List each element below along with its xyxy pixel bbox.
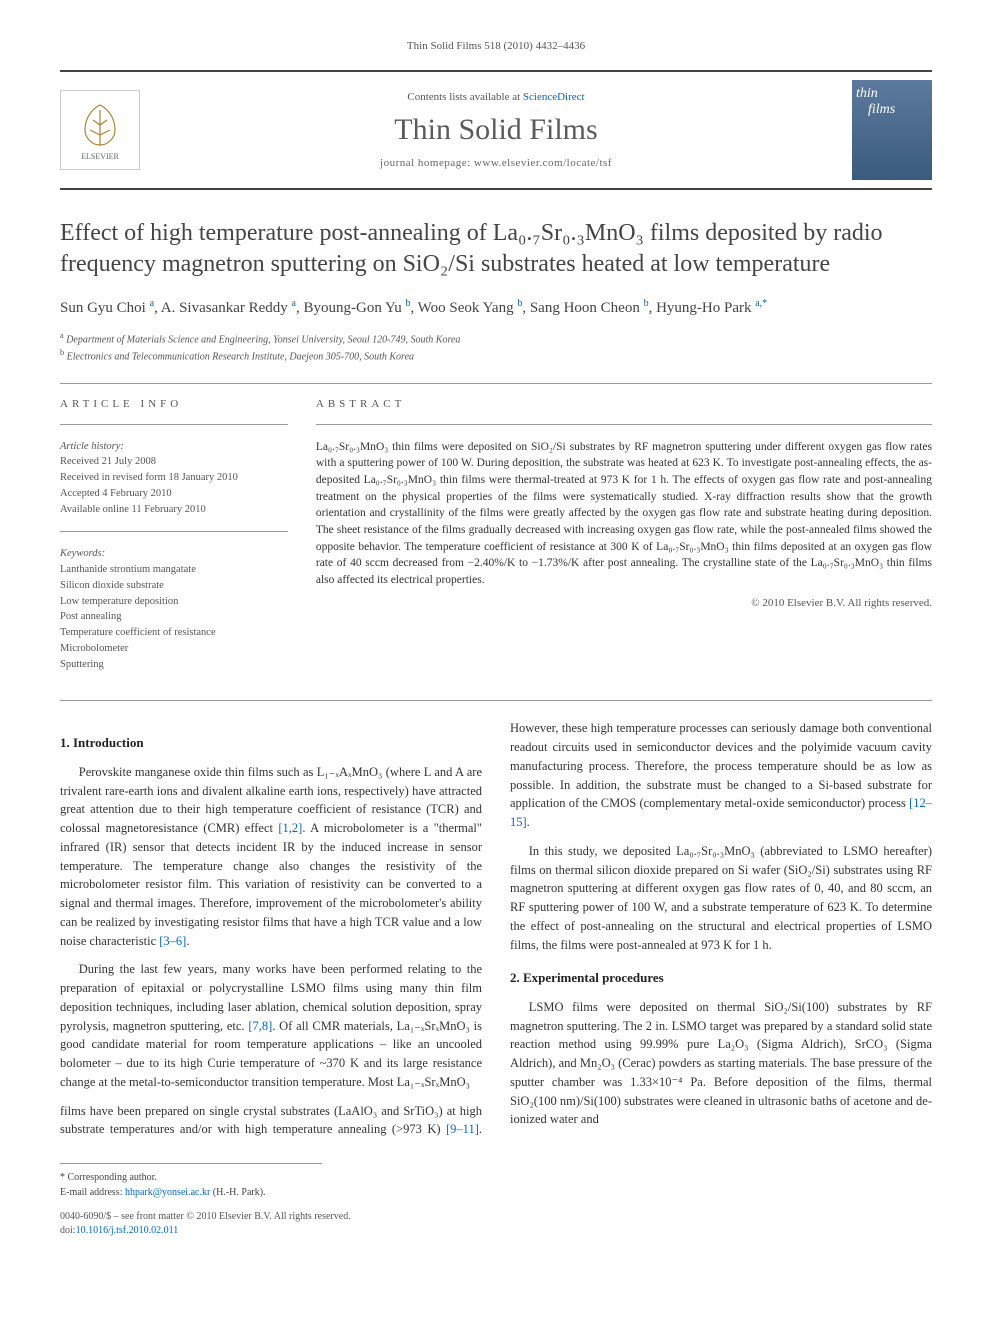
divider: [60, 531, 288, 532]
affil-text: Electronics and Telecommunication Resear…: [67, 352, 414, 363]
keyword: Lanthanide strontium mangatate: [60, 562, 288, 578]
corr-email-link[interactable]: hhpark@yonsei.ac.kr: [125, 1187, 210, 1198]
keywords-block: Keywords: Lanthanide strontium mangatate…: [60, 546, 288, 672]
footer-meta: 0040-6090/$ – see front matter © 2010 El…: [60, 1210, 932, 1238]
email-label: E-mail address:: [60, 1187, 125, 1198]
publisher-logo: ELSEVIER: [60, 90, 140, 170]
abstract-copyright: © 2010 Elsevier B.V. All rights reserved…: [316, 597, 932, 609]
abstract-text: La₀.₇Sr₀.₃MnO₃ thin films were deposited…: [316, 439, 932, 589]
journal-name: Thin Solid Films: [140, 113, 852, 147]
cover-word-1: thin: [856, 86, 928, 102]
citation-link[interactable]: [3–6]: [159, 934, 186, 948]
doi-link[interactable]: 10.1016/j.tsf.2010.02.011: [76, 1225, 179, 1236]
history-line: Received in revised form 18 January 2010: [60, 472, 238, 483]
history-line: Received 21 July 2008: [60, 456, 156, 467]
elsevier-tree-icon: [75, 100, 125, 150]
keyword: Sputtering: [60, 657, 288, 673]
body-paragraph: Perovskite manganese oxide thin films su…: [60, 763, 482, 951]
body-paragraph: In this study, we deposited La₀.₇Sr₀.₃Mn…: [510, 842, 932, 955]
keyword: Silicon dioxide substrate: [60, 578, 288, 594]
affiliations: a Department of Materials Science and En…: [60, 330, 932, 365]
corr-label: * Corresponding author.: [60, 1172, 157, 1183]
affil-mark: a: [60, 331, 64, 340]
doi-prefix: doi:: [60, 1225, 76, 1236]
keyword: Microbolometer: [60, 641, 288, 657]
article-history: Article history: Received 21 July 2008 R…: [60, 439, 288, 518]
cover-word-2: films: [868, 102, 928, 118]
divider: [60, 700, 932, 701]
body-paragraph: LSMO films were deposited on thermal SiO…: [510, 998, 932, 1129]
abstract-head: ABSTRACT: [316, 398, 932, 410]
affiliation-b: b Electronics and Telecommunication Rese…: [60, 347, 932, 364]
history-label: Article history:: [60, 441, 124, 452]
affiliation-a: a Department of Materials Science and En…: [60, 330, 932, 347]
author-list: Sun Gyu Choi a, A. Sivasankar Reddy a, B…: [60, 296, 932, 320]
citation-link[interactable]: [7,8]: [248, 1019, 272, 1033]
contents-list-line: Contents lists available at ScienceDirec…: [140, 91, 852, 103]
corresponding-author: * Corresponding author. E-mail address: …: [60, 1170, 932, 1200]
affil-mark: b: [60, 348, 64, 357]
email-tail: (H.-H. Park).: [210, 1187, 265, 1198]
sciencedirect-link[interactable]: ScienceDirect: [523, 91, 585, 103]
history-line: Available online 11 February 2010: [60, 504, 206, 515]
divider: [60, 383, 932, 384]
divider: [60, 424, 288, 425]
section-heading-experimental: 2. Experimental procedures: [510, 968, 932, 988]
running-head: Thin Solid Films 518 (2010) 4432–4436: [60, 40, 932, 52]
divider: [316, 424, 932, 425]
contents-prefix: Contents lists available at: [407, 91, 522, 103]
journal-homepage: journal homepage: www.elsevier.com/locat…: [140, 157, 852, 169]
article-info-head: ARTICLE INFO: [60, 398, 288, 410]
body-paragraph: During the last few years, many works ha…: [60, 960, 482, 1091]
journal-cover-thumb: thin films: [852, 80, 932, 180]
citation-link[interactable]: [1,2]: [278, 821, 302, 835]
keyword: Low temperature deposition: [60, 594, 288, 610]
keywords-label: Keywords:: [60, 548, 105, 559]
affil-text: Department of Materials Science and Engi…: [66, 334, 460, 345]
article-title: Effect of high temperature post-annealin…: [60, 218, 932, 280]
citation-link[interactable]: [9–11]: [446, 1122, 479, 1136]
issn-line: 0040-6090/$ – see front matter © 2010 El…: [60, 1211, 351, 1222]
history-line: Accepted 4 February 2010: [60, 488, 172, 499]
article-body: 1. Introduction Perovskite manganese oxi…: [60, 719, 932, 1139]
section-heading-intro: 1. Introduction: [60, 733, 482, 753]
publisher-name: ELSEVIER: [81, 152, 119, 161]
keyword: Temperature coefficient of resistance: [60, 625, 288, 641]
footnote-rule: [60, 1163, 322, 1164]
citation-link[interactable]: [12–15]: [510, 796, 932, 829]
keyword: Post annealing: [60, 609, 288, 625]
journal-masthead: ELSEVIER Contents lists available at Sci…: [60, 70, 932, 190]
